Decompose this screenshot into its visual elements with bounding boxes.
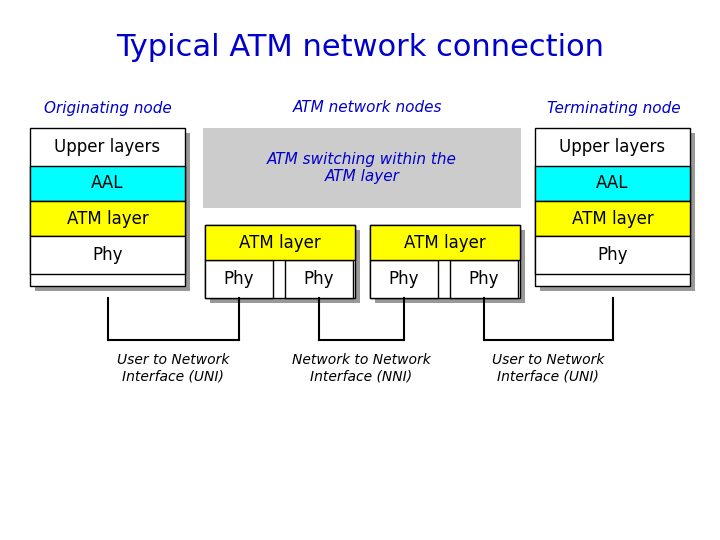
Bar: [290, 265, 358, 303]
Text: Phy: Phy: [92, 246, 122, 264]
Bar: [370, 260, 438, 298]
Text: ATM switching within the
ATM layer: ATM switching within the ATM layer: [267, 152, 457, 184]
Bar: [370, 225, 520, 298]
Text: User to Network
Interface (UNI): User to Network Interface (UNI): [117, 353, 230, 383]
Text: Phy: Phy: [598, 246, 628, 264]
Bar: [205, 225, 355, 260]
Text: Upper layers: Upper layers: [55, 138, 161, 156]
Text: Phy: Phy: [469, 270, 499, 288]
Bar: [375, 230, 525, 303]
Text: AAL: AAL: [91, 174, 124, 192]
Bar: [30, 166, 185, 201]
Bar: [535, 236, 690, 274]
Text: Network to Network
Interface (NNI): Network to Network Interface (NNI): [292, 353, 431, 383]
Bar: [30, 128, 185, 286]
Text: Phy: Phy: [389, 270, 419, 288]
Bar: [205, 225, 355, 298]
Text: Phy: Phy: [224, 270, 254, 288]
Bar: [30, 236, 185, 274]
Bar: [35, 133, 190, 291]
Bar: [370, 225, 520, 260]
Bar: [375, 265, 443, 303]
Text: Upper layers: Upper layers: [559, 138, 665, 156]
Text: User to Network
Interface (UNI): User to Network Interface (UNI): [492, 353, 604, 383]
Text: AAL: AAL: [596, 174, 629, 192]
Bar: [210, 230, 360, 303]
Bar: [210, 265, 278, 303]
Text: ATM layer: ATM layer: [404, 233, 486, 252]
Bar: [285, 260, 353, 298]
Text: Phy: Phy: [304, 270, 334, 288]
Text: Originating node: Originating node: [44, 100, 172, 116]
Bar: [455, 265, 523, 303]
Text: ATM layer: ATM layer: [572, 210, 653, 227]
Bar: [205, 260, 273, 298]
Bar: [535, 166, 690, 201]
Text: Typical ATM network connection: Typical ATM network connection: [116, 33, 604, 63]
Bar: [535, 128, 690, 286]
Text: ATM layer: ATM layer: [67, 210, 148, 227]
Text: ATM layer: ATM layer: [239, 233, 321, 252]
Bar: [535, 201, 690, 236]
Bar: [203, 128, 521, 208]
Text: ATM network nodes: ATM network nodes: [293, 100, 443, 116]
Text: Terminating node: Terminating node: [547, 100, 681, 116]
Bar: [540, 133, 695, 291]
Bar: [450, 260, 518, 298]
Bar: [30, 201, 185, 236]
